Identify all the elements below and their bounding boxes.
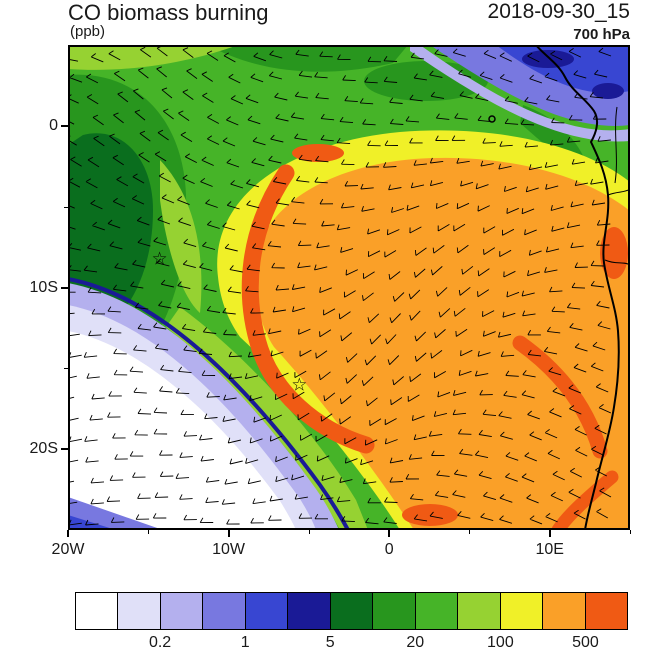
colorbar-box bbox=[415, 592, 459, 630]
island-outline bbox=[488, 115, 496, 123]
field-darkorange-arc bbox=[241, 164, 375, 454]
map-canvas: ☆☆ bbox=[68, 45, 630, 530]
colorbar-label: 1 bbox=[240, 634, 250, 651]
y-tick bbox=[61, 286, 68, 289]
page-title: CO biomass burning bbox=[68, 0, 269, 25]
field-lavender-ne bbox=[410, 45, 630, 142]
colorbar-box bbox=[75, 592, 119, 630]
colorbar-labels: 0.2 1 5 20 100 500 bbox=[75, 634, 628, 654]
colorbar-box bbox=[160, 592, 204, 630]
field-ygreen-streak bbox=[160, 160, 202, 313]
y-tick-label: 10S bbox=[29, 278, 58, 296]
colorbar-box bbox=[458, 592, 501, 630]
y-tick bbox=[61, 448, 68, 451]
star-marker: ☆ bbox=[152, 248, 168, 269]
x-tick bbox=[388, 530, 391, 537]
x-tick-label: 10E bbox=[535, 541, 564, 558]
field-ygreen-topleft bbox=[68, 45, 238, 70]
x-tick bbox=[548, 530, 551, 537]
colorbar-box bbox=[543, 592, 586, 630]
datetime-label: 2018-09-30_15 bbox=[487, 0, 630, 23]
colorbar-label: 20 bbox=[406, 634, 425, 651]
colorbar-label: 500 bbox=[572, 634, 599, 651]
field-darkorange-blob1 bbox=[292, 144, 344, 162]
africa-coast-line bbox=[535, 45, 620, 530]
x-tick-label: 20W bbox=[51, 541, 85, 558]
colorbar-box bbox=[245, 592, 289, 630]
colorbar-boxes bbox=[75, 592, 629, 630]
y-minor-tick bbox=[64, 206, 68, 208]
field-navy-edge-sw bbox=[68, 277, 350, 530]
field-darkorange-east bbox=[512, 335, 608, 459]
colorbar-label: 100 bbox=[487, 634, 514, 651]
field-darkorange-blob3 bbox=[402, 504, 458, 526]
x-minor-tick bbox=[630, 530, 631, 534]
x-tick bbox=[67, 530, 69, 537]
colorbar-box bbox=[118, 592, 161, 630]
x-tick-label: 0 bbox=[384, 541, 394, 558]
map-frame bbox=[68, 45, 630, 530]
contour-field bbox=[68, 45, 630, 530]
star-marker: ☆ bbox=[291, 375, 307, 396]
field-blue-corner bbox=[68, 515, 116, 530]
wind-barbs bbox=[68, 45, 612, 526]
y-tick-label: 20S bbox=[29, 440, 58, 458]
station-markers: ☆☆ bbox=[152, 248, 308, 395]
field-white-sw bbox=[68, 331, 296, 530]
map-plot: ☆ ☆ bbox=[68, 45, 630, 530]
colorbar-box bbox=[373, 592, 416, 630]
pressure-level-label: 700 hPa bbox=[573, 26, 630, 43]
units-label: (ppb) bbox=[70, 23, 106, 40]
field-periwinkle-corner bbox=[68, 497, 163, 530]
country-border-3 bbox=[614, 106, 618, 184]
colorbar-label: 5 bbox=[325, 634, 335, 651]
field-navy-spot2 bbox=[592, 83, 624, 99]
x-tick-label: 10W bbox=[212, 541, 246, 558]
colorbar-label: 0.2 bbox=[148, 634, 172, 651]
x-minor-tick bbox=[148, 530, 150, 534]
x-minor-tick bbox=[308, 530, 310, 534]
colorbar-box bbox=[288, 592, 331, 630]
field-navy-spot1 bbox=[522, 50, 574, 68]
x-minor-tick bbox=[469, 530, 471, 534]
x-tick bbox=[227, 530, 230, 537]
field-darkorange-southeast bbox=[551, 470, 619, 530]
colorbar-box bbox=[585, 592, 629, 630]
field-darkgreen-top bbox=[208, 45, 408, 72]
y-tick bbox=[61, 124, 68, 127]
y-minor-tick bbox=[64, 368, 68, 370]
colorbar-box bbox=[203, 592, 246, 630]
y-tick-label: 0 bbox=[49, 116, 58, 134]
field-darkorange-blob2 bbox=[600, 227, 628, 279]
field-orange-plume bbox=[253, 157, 630, 530]
colorbar-box bbox=[500, 592, 544, 630]
wind-barb-strokes bbox=[68, 45, 612, 526]
colorbar-box bbox=[330, 592, 374, 630]
